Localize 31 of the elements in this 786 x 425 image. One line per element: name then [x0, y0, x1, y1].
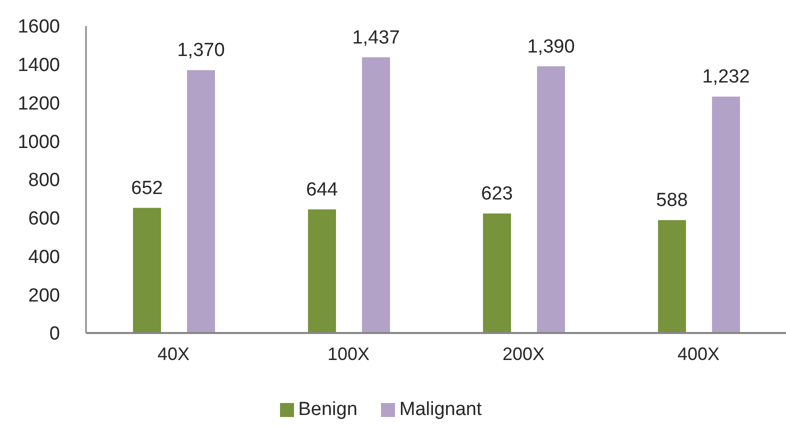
y-tick-label: 1200: [18, 93, 60, 114]
data-label: 1,232: [702, 66, 750, 88]
y-tick-label: 200: [28, 285, 60, 306]
legend-label: Malignant: [399, 399, 482, 420]
bar: [308, 209, 336, 333]
data-label: 623: [481, 183, 513, 204]
x-tick-label: 400X: [677, 344, 720, 364]
y-tick-label: 600: [28, 208, 60, 230]
y-tick-label: 800: [28, 170, 60, 192]
y-tick-label: 1600: [18, 16, 60, 38]
data-label: 1,437: [352, 27, 400, 48]
bar: [712, 96, 740, 333]
x-tick-label: 100X: [327, 344, 370, 364]
bar: [658, 220, 686, 333]
bar: [537, 66, 565, 333]
bar: [187, 70, 215, 333]
x-tick-label: 40X: [157, 344, 190, 364]
y-tick-label: 400: [28, 246, 60, 268]
bar: [483, 213, 511, 333]
data-label: 1,390: [527, 36, 575, 58]
bar: [133, 208, 161, 333]
y-tick-label: 1000: [18, 132, 60, 153]
data-label: 588: [656, 190, 688, 212]
data-label: 652: [131, 178, 163, 199]
bar: [362, 57, 390, 333]
x-tick-label: 200X: [502, 344, 545, 364]
y-tick-label: 0: [49, 324, 60, 345]
data-label: 644: [306, 179, 338, 200]
data-label: 1,370: [177, 40, 225, 62]
y-tick-label: 1400: [18, 55, 60, 76]
legend-label: Benign: [298, 399, 358, 420]
